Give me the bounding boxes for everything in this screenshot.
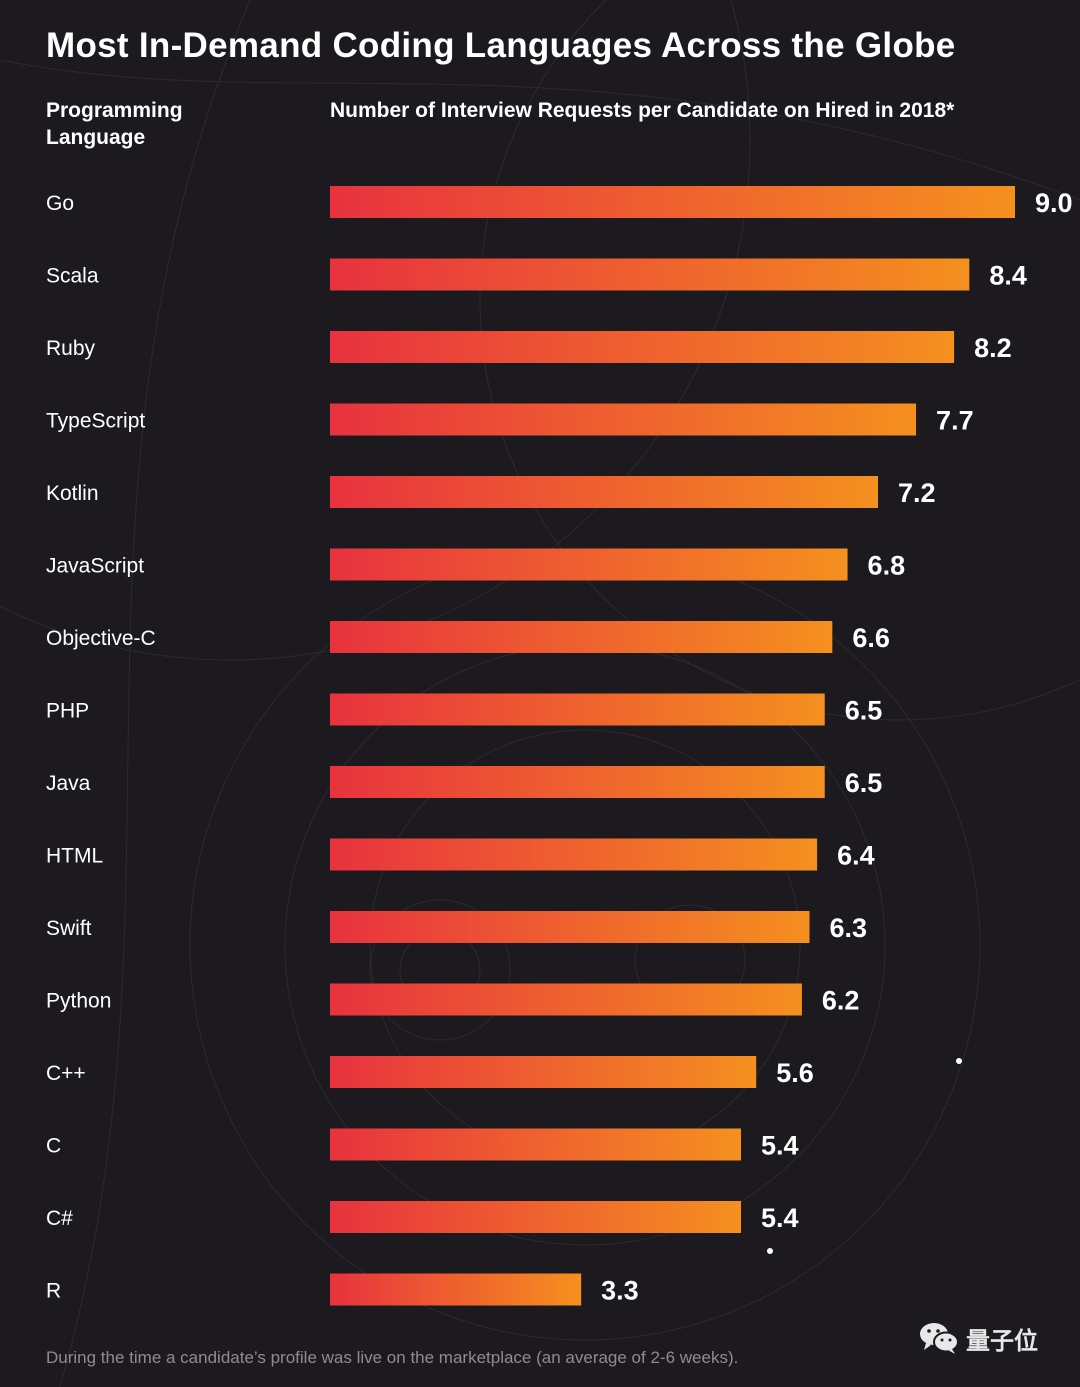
category-label: C#: [46, 1207, 73, 1230]
chart-title: Most In-Demand Coding Languages Across t…: [46, 26, 956, 65]
category-label: Swift: [46, 917, 92, 940]
category-label: Go: [46, 192, 74, 215]
category-label: JavaScript: [46, 555, 144, 578]
category-label: Objective-C: [46, 627, 156, 650]
bar-objective-c: [330, 621, 833, 653]
value-label: 7.2: [898, 478, 936, 508]
category-label: Ruby: [46, 337, 96, 360]
category-label: Kotlin: [46, 482, 99, 505]
bar-kotlin: [330, 476, 878, 508]
bar-ruby: [330, 331, 955, 363]
bar-javascript: [330, 548, 848, 581]
metric-column-header: Number of Interview Requests per Candida…: [330, 99, 955, 122]
category-label: C++: [46, 1062, 86, 1085]
bar-html: [330, 838, 818, 871]
bar-php: [330, 693, 825, 726]
bar-c: [330, 1128, 741, 1161]
bar-c: [330, 1056, 757, 1088]
bar-python: [330, 983, 802, 1016]
category-label: TypeScript: [46, 410, 145, 433]
category-label: Java: [46, 772, 91, 795]
value-label: 3.3: [601, 1276, 639, 1306]
value-label: 8.4: [989, 261, 1027, 291]
bar-swift: [330, 911, 810, 943]
bar-c: [330, 1201, 741, 1233]
bar-scala: [330, 258, 970, 291]
bar-go: [330, 186, 1015, 218]
category-label: Python: [46, 990, 111, 1013]
value-label: 7.7: [936, 406, 974, 436]
wechat-icon: [920, 1323, 959, 1354]
value-label: 6.2: [822, 986, 860, 1016]
value-label: 6.5: [845, 768, 883, 798]
value-label: 6.5: [845, 696, 883, 726]
value-label: 6.4: [837, 841, 875, 871]
value-label: 5.6: [776, 1058, 814, 1088]
bar-java: [330, 766, 825, 798]
bar-typescript: [330, 403, 917, 436]
category-label: R: [46, 1280, 61, 1303]
language-column-header: Programming Language: [46, 99, 183, 149]
category-label: C: [46, 1135, 61, 1158]
watermark-text: 量子位: [966, 1327, 1038, 1355]
value-label: 5.4: [761, 1131, 799, 1161]
value-label: 5.4: [761, 1203, 799, 1233]
bar-r: [330, 1273, 582, 1306]
value-label: 8.2: [974, 333, 1012, 363]
footnote: During the time a candidate’s profile wa…: [46, 1348, 739, 1367]
value-label: 9.0: [1035, 188, 1073, 218]
category-label: Scala: [46, 265, 99, 288]
value-label: 6.3: [830, 913, 868, 943]
value-label: 6.8: [868, 551, 906, 581]
category-label: HTML: [46, 845, 103, 868]
value-label: 6.6: [852, 623, 890, 653]
category-label: PHP: [46, 700, 89, 723]
watermark: 量子位: [918, 1320, 1038, 1356]
